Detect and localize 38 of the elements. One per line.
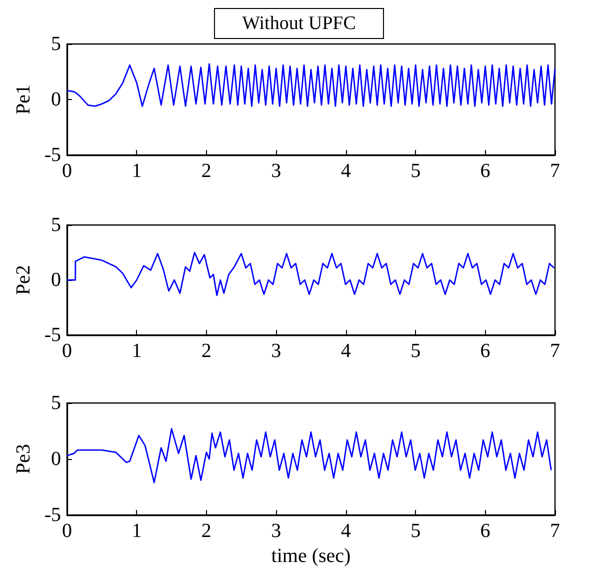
x-tick-label: 7: [550, 520, 560, 542]
line-series: [66, 428, 552, 484]
x-tick-label: 5: [410, 520, 421, 542]
y-tick-label: 0: [51, 448, 61, 470]
x-tick-label: 2: [201, 520, 212, 542]
x-tick-label: 3: [271, 340, 282, 362]
x-tick-label: 3: [271, 520, 282, 542]
y-tick-label: -5: [44, 144, 61, 166]
y-tick-label: 0: [51, 269, 61, 291]
x-tick-label: 7: [550, 340, 560, 362]
y-tick-label: 0: [51, 88, 61, 110]
x-tick-label: 2: [201, 340, 212, 362]
y-tick-label: 5: [51, 392, 61, 414]
y-tick-label: 5: [51, 33, 61, 55]
line-series: [66, 63, 556, 107]
chart-title: Without UPFC: [242, 13, 356, 34]
y-tick-label: -5: [44, 324, 61, 346]
y-axis-title: Pe1: [12, 84, 34, 114]
x-tick-label: 4: [340, 160, 351, 182]
x-tick-label: 7: [550, 160, 560, 182]
x-axis-title: time (sec): [271, 544, 351, 567]
y-axis-title: Pe3: [12, 444, 34, 474]
x-tick-label: 3: [271, 160, 282, 182]
x-tick-label: 6: [480, 160, 490, 182]
y-axis-title: Pe2: [12, 265, 34, 295]
x-tick-label: 4: [340, 520, 351, 542]
x-tick-label: 1: [132, 160, 142, 182]
x-tick-label: 5: [410, 340, 421, 362]
x-tick-label: 1: [132, 340, 142, 362]
y-tick-label: -5: [44, 504, 61, 526]
x-tick-label: 6: [480, 520, 490, 542]
x-tick-label: 5: [410, 160, 421, 182]
y-tick-label: 5: [51, 214, 61, 236]
line-series: [66, 252, 555, 296]
x-tick-label: 4: [340, 340, 351, 362]
x-tick-label: 2: [201, 160, 212, 182]
x-tick-label: 6: [480, 340, 490, 362]
x-tick-label: 1: [132, 520, 142, 542]
